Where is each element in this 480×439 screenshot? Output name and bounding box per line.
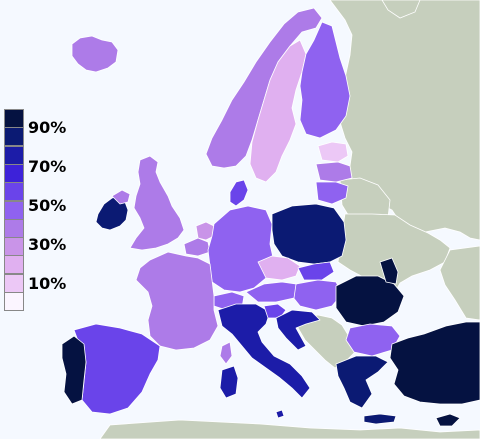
region-finland xyxy=(299,21,351,139)
land-caucasus xyxy=(439,245,480,321)
region-greece xyxy=(335,355,389,409)
region-romania xyxy=(335,275,405,327)
country-regions xyxy=(61,7,480,427)
land-svalbard xyxy=(381,0,421,19)
legend-swatch xyxy=(4,109,24,128)
region-latvia xyxy=(315,161,353,183)
region-croatia xyxy=(275,309,321,351)
region-corsica xyxy=(219,341,233,365)
region-denmark xyxy=(229,179,249,207)
region-moldova xyxy=(379,257,399,285)
region-norway xyxy=(205,7,323,169)
legend-label-90: 90% xyxy=(28,118,67,137)
legend-swatch xyxy=(4,200,24,220)
legend-swatch xyxy=(4,273,24,293)
land-ukraine xyxy=(337,213,451,297)
region-ireland xyxy=(95,195,129,231)
legend: 90% 70% 50% 30% 10% xyxy=(0,109,80,311)
region-cyprus xyxy=(435,413,461,427)
region-poland xyxy=(271,203,347,265)
region-slovakia xyxy=(297,261,335,281)
region-france xyxy=(135,251,219,351)
region-estonia xyxy=(317,141,349,163)
legend-swatch xyxy=(4,127,24,147)
region-austria xyxy=(245,281,297,303)
legend-label-10: 10% xyxy=(28,274,67,293)
no-data-land xyxy=(99,0,480,439)
legend-swatch xyxy=(4,163,24,183)
region-iceland xyxy=(71,35,119,73)
region-sweden xyxy=(249,39,307,183)
legend-swatch xyxy=(4,145,24,165)
region-slovenia xyxy=(263,303,287,319)
legend-swatch xyxy=(4,237,24,257)
region-crete xyxy=(363,413,397,425)
region-portugal xyxy=(61,335,87,405)
region-czech xyxy=(257,255,301,281)
legend-swatch xyxy=(4,255,24,275)
region-great-britain xyxy=(129,155,185,251)
legend-label-50: 50% xyxy=(28,196,67,215)
legend-swatch xyxy=(4,218,24,238)
legend-swatch xyxy=(4,182,24,202)
region-northern-ireland xyxy=(111,189,131,205)
legend-label-70: 70% xyxy=(28,157,67,176)
region-hungary xyxy=(291,279,343,311)
region-germany xyxy=(207,205,275,293)
region-turkey xyxy=(389,321,480,405)
region-sardinia xyxy=(219,365,239,399)
land-north-africa xyxy=(99,419,480,439)
region-lithuania xyxy=(315,181,349,205)
legend-swatch xyxy=(4,292,24,311)
region-malta xyxy=(275,409,285,419)
legend-label-30: 30% xyxy=(28,235,67,254)
